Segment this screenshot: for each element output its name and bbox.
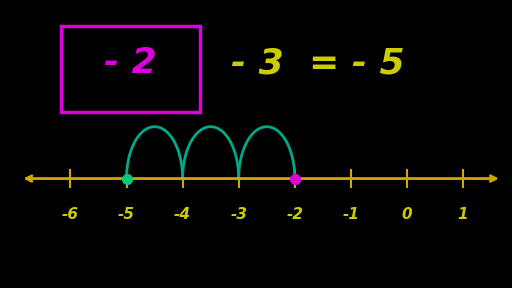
Text: -3: -3 xyxy=(230,207,247,222)
Text: 1: 1 xyxy=(458,207,468,222)
Text: -5: -5 xyxy=(118,207,135,222)
Text: -2: -2 xyxy=(286,207,303,222)
Text: 0: 0 xyxy=(401,207,412,222)
Text: -6: -6 xyxy=(62,207,79,222)
Text: -4: -4 xyxy=(174,207,191,222)
Text: -1: -1 xyxy=(343,207,359,222)
Text: - 3  = - 5: - 3 = - 5 xyxy=(230,46,404,80)
Text: - 2: - 2 xyxy=(104,46,157,80)
